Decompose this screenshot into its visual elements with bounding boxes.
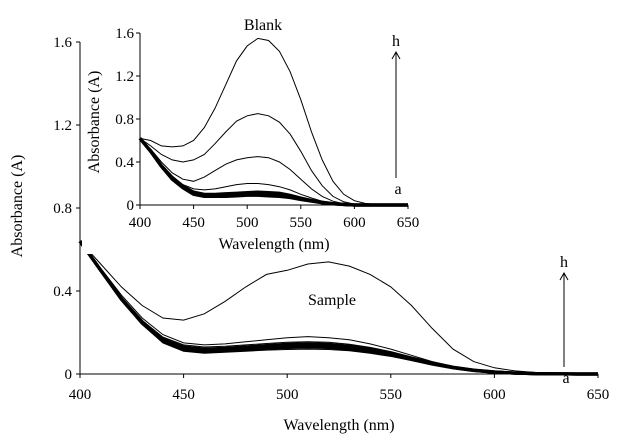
main-x-tick-label: 450 xyxy=(172,387,195,403)
inset-x-tick-label: 650 xyxy=(397,215,420,231)
inset-x-tick-label: 500 xyxy=(236,215,259,231)
inset-arrow-label-a: a xyxy=(394,181,401,198)
main-x-tick-label: 550 xyxy=(380,387,403,403)
inset-x-tick-label: 600 xyxy=(343,215,366,231)
inset-arrow-label-h: h xyxy=(392,33,400,50)
main-arrow-label-h: h xyxy=(560,254,568,271)
main-x-tick-label: 650 xyxy=(587,387,610,403)
main-y-tick-label: 1.2 xyxy=(53,118,72,134)
inset-background xyxy=(82,6,418,254)
main-x-tick-label: 500 xyxy=(276,387,299,403)
inset-x-tick-label: 450 xyxy=(182,215,205,231)
main-y-tick-label: 0 xyxy=(65,367,73,383)
inset-x-axis-title: Wavelength (nm) xyxy=(218,236,329,253)
main-arrow-label-a: a xyxy=(562,370,569,387)
inset-y-axis-title: Absorbance (A) xyxy=(86,71,103,174)
inset-title: Blank xyxy=(244,17,282,34)
main-y-tick-label: 0.4 xyxy=(53,284,72,300)
main-series-g xyxy=(79,240,598,375)
inset-series-h xyxy=(139,37,408,206)
inset-y-tick-label: 0 xyxy=(127,198,135,214)
inset-series-g xyxy=(139,113,408,206)
inset-x-tick-label: 550 xyxy=(290,215,313,231)
inset-y-tick-label: 1.2 xyxy=(115,69,134,85)
inset-y-tick-label: 1.6 xyxy=(115,26,134,42)
main-x-axis-title: Wavelength (nm) xyxy=(283,417,394,434)
inset-arrow-head xyxy=(391,50,401,60)
main-panel-label: Sample xyxy=(308,292,356,309)
main-x-tick-label: 400 xyxy=(69,387,92,403)
main-y-axis-title: Absorbance (A) xyxy=(9,155,26,258)
main-y-tick-label: 1.6 xyxy=(53,35,72,51)
main-y-tick-label: 0.8 xyxy=(53,201,72,217)
main-series-h xyxy=(79,240,599,375)
main-x-tick-label: 600 xyxy=(483,387,506,403)
inset-y-tick-label: 0.4 xyxy=(115,155,134,171)
inset-blank-panel: 400 450 500 550 600 650 0 0.4 0.8 1.2 1.6 Wavelengt… xyxy=(82,6,419,254)
main-arrow-head xyxy=(559,271,569,281)
inset-x-tick-label: 400 xyxy=(129,215,152,231)
main-sample-panel: 400 450 500 550 600 650 0 0.4 0.8 1.2 1.6 Wavelengt… xyxy=(9,35,609,434)
inset-y-tick-label: 0.8 xyxy=(115,112,134,128)
